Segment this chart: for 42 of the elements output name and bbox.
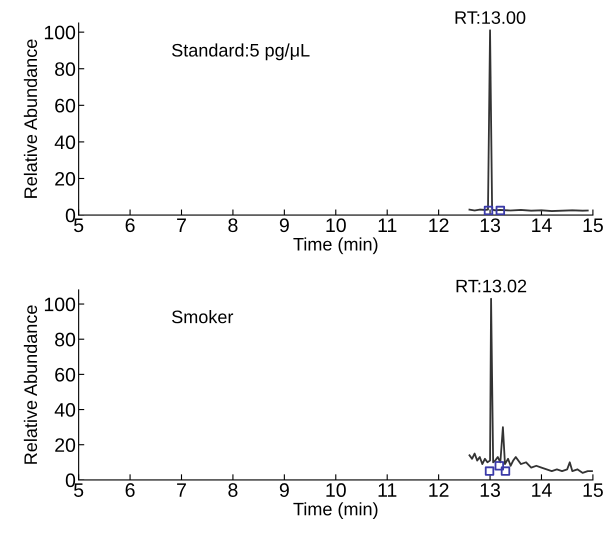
- x-tick-label: 15: [584, 218, 603, 232]
- y-tick-label: 60: [55, 98, 76, 113]
- annotation: RT:13.00: [456, 11, 526, 24]
- x-tick-label: 12: [429, 483, 448, 497]
- x-tick-label: 13: [480, 483, 500, 497]
- y-tick-label: 20: [55, 172, 76, 186]
- y-tick-label: 100: [44, 26, 76, 40]
- y-tick-label: 0: [66, 473, 76, 488]
- x-tick-label: 5: [74, 218, 84, 232]
- x-tick-label: 8: [228, 483, 238, 497]
- x-axis-title: Time (min): [293, 502, 378, 520]
- x-tick-label: 7: [177, 218, 186, 232]
- annotation: Smoker: [172, 310, 234, 324]
- x-tick-label: 10: [326, 483, 346, 497]
- x-tick-label: 11: [378, 218, 396, 232]
- x-tick-label: 15: [584, 483, 603, 497]
- y-tick-label: 80: [55, 62, 76, 76]
- annotation: RT:13.02: [456, 280, 526, 292]
- x-axis-title: Time (min): [293, 237, 378, 254]
- annotation: Standard:5 pg/μL: [172, 43, 310, 60]
- x-tick-label: 14: [532, 483, 552, 497]
- x-tick-label: 8: [228, 218, 238, 232]
- y-tick-label: 60: [55, 368, 76, 382]
- y-axis-title: Relative Abundance: [24, 305, 38, 464]
- y-axis-title: Relative Abundance: [24, 40, 38, 198]
- y-tick-label: 100: [44, 298, 76, 312]
- y-tick-label: 80: [55, 332, 76, 346]
- x-tick-label: 12: [429, 218, 448, 232]
- x-tick-label: 9: [280, 483, 289, 497]
- x-tick-label: 10: [326, 218, 346, 232]
- y-tick-label: 0: [66, 208, 76, 222]
- x-tick-label: 5: [74, 483, 84, 497]
- y-tick-label: 20: [55, 438, 76, 452]
- x-tick-label: 11: [378, 483, 396, 497]
- y-tick-label: 40: [54, 403, 76, 417]
- x-tick-label: 14: [532, 218, 552, 232]
- y-tick-label: 40: [54, 135, 76, 150]
- x-tick-label: 7: [177, 483, 186, 497]
- x-tick-label: 6: [126, 483, 135, 497]
- x-tick-label: 13: [480, 218, 500, 232]
- x-tick-label: 6: [126, 218, 135, 232]
- x-tick-label: 9: [280, 218, 289, 232]
